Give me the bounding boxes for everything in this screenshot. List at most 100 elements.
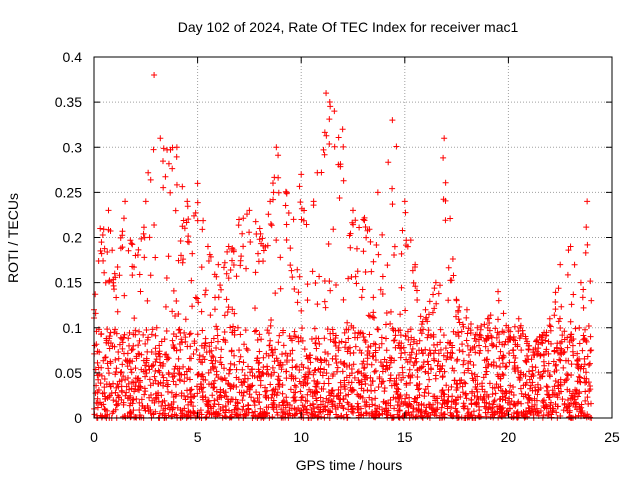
data-point [228,347,235,354]
data-point [291,393,298,400]
data-point [584,394,591,401]
data-point [210,384,217,391]
data-point [483,413,490,420]
data-point [305,365,312,372]
data-point [368,361,375,368]
data-point [251,328,258,335]
data-point [411,398,418,405]
data-point [157,379,164,386]
data-point [323,395,330,402]
data-point [457,380,464,387]
data-point [412,355,419,362]
data-point [406,366,413,373]
data-point [450,328,457,335]
data-point [324,326,331,333]
data-point [98,330,105,337]
data-point [177,377,184,384]
data-point [581,361,588,368]
data-point [418,330,425,337]
data-point [529,367,536,374]
data-point [231,331,238,338]
data-point [561,348,568,355]
data-point [317,356,324,363]
data-point [467,329,474,336]
data-point [138,366,145,373]
data-point [585,323,592,330]
data-point [152,358,159,365]
data-point [499,404,506,411]
data-point-peak [246,207,253,214]
data-point [552,299,559,306]
data-point [310,371,317,378]
data-point [151,373,158,380]
data-point [491,385,498,392]
data-point [142,362,149,369]
data-point [283,368,290,375]
data-point [283,357,290,364]
data-point [476,331,483,338]
data-point [422,368,429,375]
data-point [495,316,502,323]
data-point [265,211,272,218]
data-point [453,399,460,406]
data-point [250,397,257,404]
data-point [194,371,201,378]
data-point [503,363,510,370]
data-point [293,410,300,417]
data-point [184,238,191,245]
data-point [277,254,284,261]
data-point [510,401,517,408]
data-point [101,406,108,413]
data-point [413,399,420,406]
data-point [480,374,487,381]
data-point-peak [484,315,491,322]
data-point [140,224,147,231]
data-point [164,388,171,395]
data-point [217,389,224,396]
data-point [469,375,476,382]
data-point [529,379,536,386]
data-point [460,323,467,330]
data-point [379,410,386,417]
data-point [364,375,371,382]
data-point [300,406,307,413]
data-point [202,291,209,298]
data-point [177,346,184,353]
data-point [344,319,351,326]
data-point [254,336,261,343]
data-point [220,407,227,414]
data-point [406,358,413,365]
data-point [351,374,358,381]
data-point [557,357,564,364]
data-point [485,347,492,354]
data-point [172,381,179,388]
data-point [294,299,301,306]
data-point [148,349,155,356]
data-point [490,359,497,366]
data-point [349,388,356,395]
data-point [582,249,589,256]
data-point [544,367,551,374]
data-point [191,338,198,345]
data-point [289,357,296,364]
data-point [379,290,386,297]
data-point [96,349,103,356]
data-point [279,390,286,397]
data-point [340,396,347,403]
data-point [561,400,568,407]
data-point [438,393,445,400]
data-point [149,326,156,333]
data-point [237,353,244,360]
data-point [465,409,472,416]
data-point [348,322,355,329]
data-point [408,354,415,361]
data-point [193,383,200,390]
data-point [451,377,458,384]
data-point [466,414,473,421]
data-point-peak [331,108,338,115]
data-point [459,383,466,390]
data-point [460,361,467,368]
data-point [476,350,483,357]
x-tick-label: 15 [397,429,413,445]
data-point [289,364,296,371]
